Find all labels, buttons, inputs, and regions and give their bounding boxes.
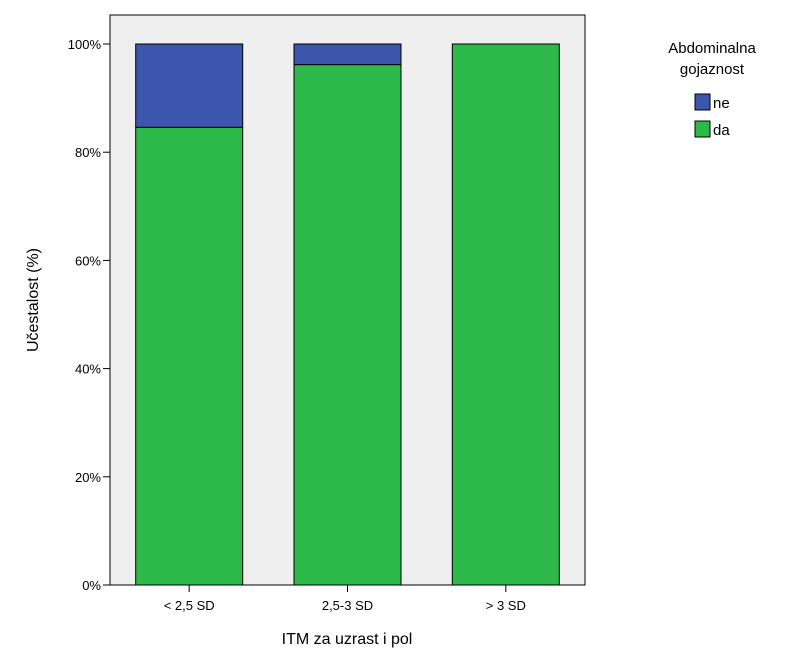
x-axis: < 2,5 SD 2,5-3 SD > 3 SD [164, 585, 526, 613]
x-axis-title: ITM za uzrast i pol [282, 631, 413, 648]
bar-da-2 [293, 64, 402, 586]
bars-group [135, 43, 560, 586]
y-axis-title: Učestalost (%) [25, 248, 42, 352]
legend: Abdominalna gojaznost ne da [668, 40, 756, 139]
bar-ne-2 [293, 43, 402, 66]
x-tick-label: > 3 SD [486, 598, 526, 613]
bar-ne-1 [135, 43, 244, 128]
y-tick-label: 60% [75, 253, 101, 268]
bar-da-3 [451, 43, 560, 586]
y-tick-label: 40% [75, 362, 101, 377]
legend-label-ne: ne [713, 95, 730, 112]
x-tick-label: < 2,5 SD [164, 598, 215, 613]
bar-da-1 [135, 126, 244, 586]
y-tick-label: 0% [82, 578, 101, 593]
y-tick-label: 80% [75, 145, 101, 160]
legend-label-da: da [713, 122, 730, 139]
y-tick-label: 100% [68, 37, 102, 52]
legend-title-line-2: gojaznost [680, 61, 745, 78]
y-tick-label: 20% [75, 470, 101, 485]
legend-title-line-1: Abdominalna [668, 40, 756, 57]
legend-swatch-ne [694, 93, 711, 111]
x-tick-label: 2,5-3 SD [322, 598, 373, 613]
y-axis: 0% 20% 40% 60% 80% 100% [68, 37, 110, 593]
legend-swatch-da [694, 120, 711, 138]
